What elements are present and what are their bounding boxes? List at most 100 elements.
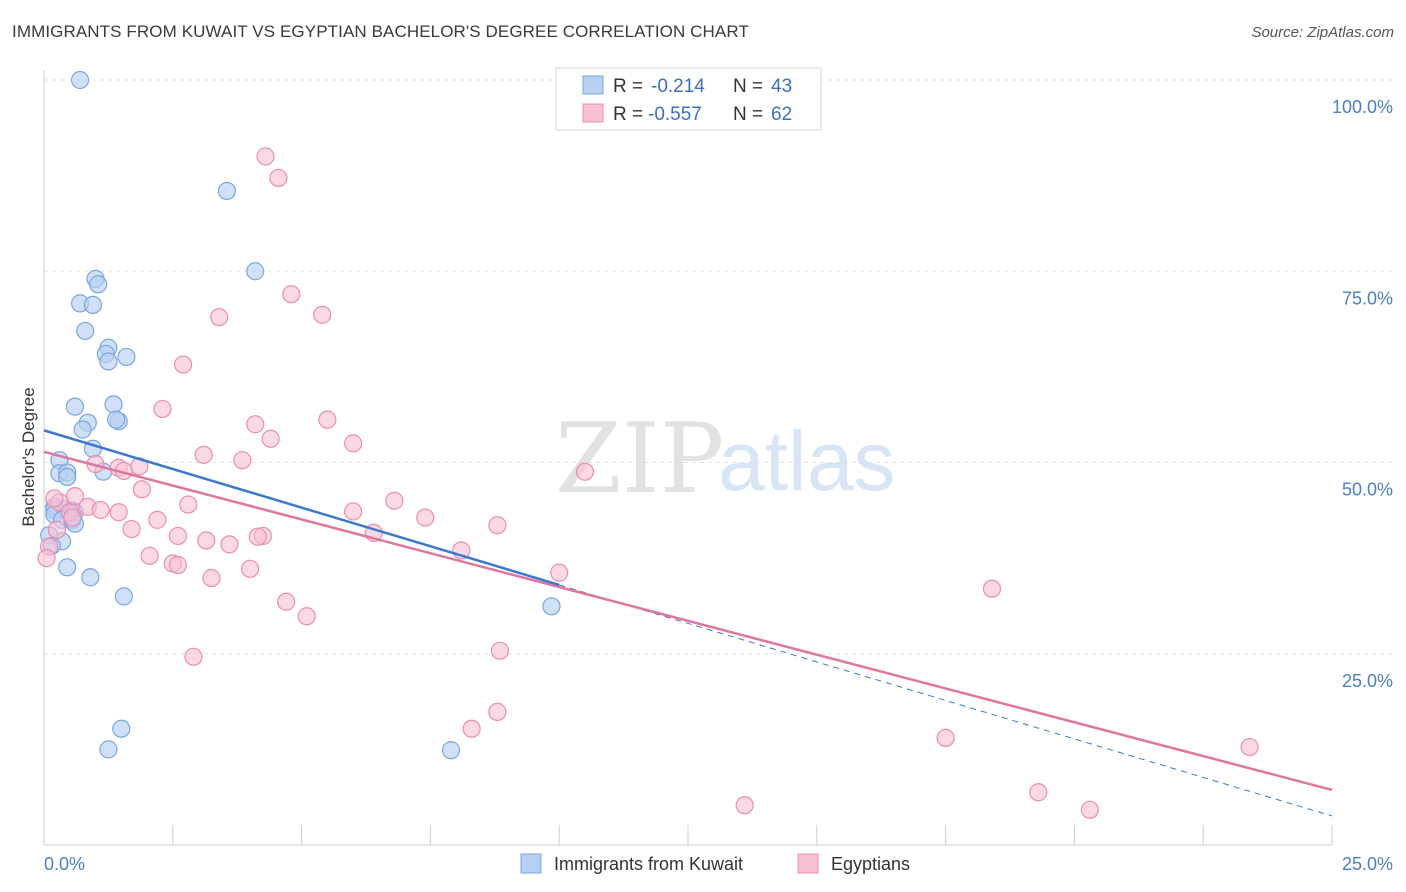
egyptians-point-53 (462, 719, 481, 738)
bottom-legend-label-egyptians: Egyptians (831, 854, 910, 874)
egyptians-point-6 (153, 399, 172, 419)
kuwait-point-40 (441, 741, 461, 760)
kuwait-point-13 (65, 397, 85, 416)
y-axis-label: Bachelor's Degree (19, 387, 38, 526)
kuwait-point-16 (107, 410, 126, 429)
egyptians-point-0 (256, 147, 275, 166)
egyptians-point-59 (45, 489, 64, 508)
egyptians-point-30 (63, 508, 82, 527)
egyptians-point-2 (282, 285, 301, 304)
egyptians-point-46 (37, 549, 56, 568)
egyptians-point-61 (248, 527, 267, 546)
kuwait-point-2 (246, 262, 265, 281)
legend-n-label-2: N = (733, 104, 763, 125)
y-tick-label-50: 50.0% (1342, 480, 1393, 500)
egyptians-point-31 (122, 519, 141, 539)
egyptians-point-37 (220, 535, 239, 554)
kuwait-point-1 (217, 181, 236, 201)
kuwait-trend-extension (559, 584, 1333, 817)
egyptians-point-10 (344, 434, 363, 453)
x-tick-label-min: 0.0% (44, 854, 85, 874)
kuwait-point-17 (73, 420, 92, 439)
egyptians-point-29 (148, 510, 167, 529)
bottom-legend-label-kuwait: Immigrants from Kuwait (554, 854, 743, 874)
x-tick-label-max: 25.0% (1342, 854, 1393, 874)
legend-r-label-1: R = (613, 76, 643, 97)
egyptians-point-7 (246, 415, 265, 434)
egyptians-point-36 (197, 531, 216, 550)
legend-n-value-1: 43 (771, 76, 792, 97)
egyptians-point-43 (550, 563, 569, 582)
egyptians-point-34 (168, 526, 188, 546)
kuwait-point-12 (104, 395, 123, 414)
kuwait-point-7 (76, 321, 95, 341)
egyptians-point-50 (184, 647, 203, 666)
bottom-legend-swatch-blue (520, 853, 542, 874)
egyptians-point-38 (140, 546, 159, 565)
egyptians-point-18 (132, 480, 151, 499)
egyptians-point-47 (277, 592, 296, 611)
legend-swatch-pink (582, 103, 604, 123)
egyptians-point-51 (490, 641, 510, 660)
egyptians-point-19 (65, 487, 85, 506)
watermark-atlas: atlas (718, 414, 895, 508)
egyptians-point-21 (179, 495, 198, 514)
chart-title: IMMIGRANTS FROM KUWAIT VS EGYPTIAN BACHE… (12, 22, 749, 41)
egyptians-point-42 (240, 559, 260, 578)
egyptians-point-26 (109, 503, 128, 522)
egyptians-point-44 (202, 568, 221, 588)
source-label: Source: ZipAtlas.com (1251, 24, 1394, 41)
egyptians-point-27 (344, 502, 363, 521)
trend-lines (43, 429, 1333, 817)
watermark-zip: ZIP (555, 403, 724, 515)
egyptians-point-52 (488, 702, 507, 721)
egyptians-point-41 (168, 555, 188, 575)
kuwait-point-34 (58, 558, 77, 577)
watermark: ZIP atlas (555, 403, 895, 515)
egyptians-point-55 (1240, 737, 1259, 757)
egyptians-point-24 (91, 500, 110, 520)
legend-r-value-1: -0.214 (651, 76, 705, 97)
egyptians-point-48 (297, 607, 316, 626)
egyptians-point-49 (982, 579, 1002, 598)
y-axis-tick-labels: 25.0% 50.0% 75.0% 100.0% (1332, 97, 1393, 691)
y-tick-label-25: 25.0% (1342, 671, 1393, 691)
kuwait-point-11 (99, 352, 118, 371)
bottom-legend: Immigrants from Kuwait Egyptians (520, 853, 910, 874)
egyptians-point-56 (735, 796, 754, 815)
egyptians-point-8 (318, 410, 337, 429)
egyptians-point-23 (385, 491, 404, 510)
egyptians-trend-line (43, 450, 1333, 792)
egyptians-point-17 (575, 462, 595, 481)
egyptians-point-4 (313, 305, 332, 324)
legend-r-value-2: -0.557 (648, 104, 702, 125)
legend-n-value-2: 62 (771, 104, 792, 125)
egyptians-point-58 (1080, 800, 1099, 819)
legend-r-label-2: R = (613, 104, 643, 125)
kuwait-point-23 (58, 467, 77, 487)
kuwait-point-38 (112, 719, 131, 738)
x-axis-ticks (43, 825, 1333, 845)
egyptians-point-11 (194, 445, 213, 464)
kuwait-point-36 (114, 587, 133, 606)
series-egyptians-points (37, 147, 1259, 819)
egyptians-point-5 (174, 355, 193, 374)
legend-n-label-1: N = (733, 76, 763, 97)
egyptians-point-32 (488, 516, 507, 535)
kuwait-point-35 (81, 568, 100, 587)
egyptians-point-54 (936, 728, 955, 748)
y-tick-label-100: 100.0% (1332, 97, 1393, 117)
kuwait-point-0 (70, 70, 90, 90)
kuwait-trend-line (43, 429, 560, 587)
egyptians-point-28 (416, 508, 435, 527)
bottom-legend-swatch-pink (797, 853, 819, 874)
kuwait-point-39 (99, 740, 118, 759)
series-kuwait-points (40, 70, 561, 760)
egyptians-point-9 (261, 429, 280, 448)
legend-swatch-blue (582, 75, 604, 95)
gridlines (44, 79, 1392, 655)
legend-box: R = -0.214 N = 43 R = -0.557 N = 62 (555, 67, 822, 131)
y-tick-label-75: 75.0% (1342, 288, 1393, 308)
egyptians-point-57 (1029, 783, 1048, 802)
